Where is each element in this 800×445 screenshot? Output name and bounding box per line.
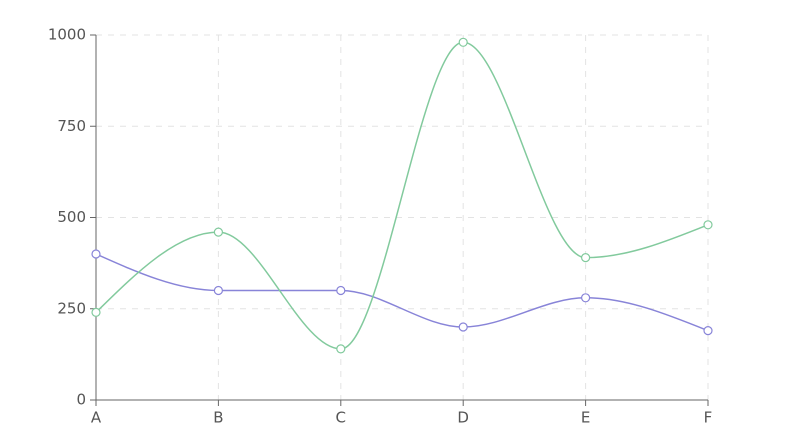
data-point: [213, 227, 223, 237]
data-point: [703, 326, 713, 336]
data-point: [91, 249, 101, 259]
data-point: [580, 293, 591, 303]
data-point: [336, 285, 346, 296]
x-tick-label: C: [336, 409, 346, 427]
y-tick-label: 500: [57, 208, 86, 226]
data-point: [336, 344, 346, 354]
y-tick-label: 750: [57, 117, 86, 135]
data-point: [580, 253, 591, 263]
x-tick-label: B: [213, 409, 223, 427]
y-tick-label: 0: [76, 391, 86, 409]
data-point: [458, 322, 468, 332]
data-point: [213, 285, 223, 296]
x-tick-label: D: [457, 409, 469, 427]
y-tick-label: 250: [57, 299, 86, 317]
data-point: [703, 220, 713, 230]
series-line: [95, 253, 709, 332]
x-tick-label: A: [91, 409, 102, 427]
data-point: [91, 307, 101, 317]
y-tick-label: 1000: [48, 26, 86, 44]
series-line: [95, 41, 709, 350]
data-point: [458, 37, 468, 47]
x-tick-label: E: [581, 409, 590, 427]
x-tick-label: F: [704, 409, 713, 427]
